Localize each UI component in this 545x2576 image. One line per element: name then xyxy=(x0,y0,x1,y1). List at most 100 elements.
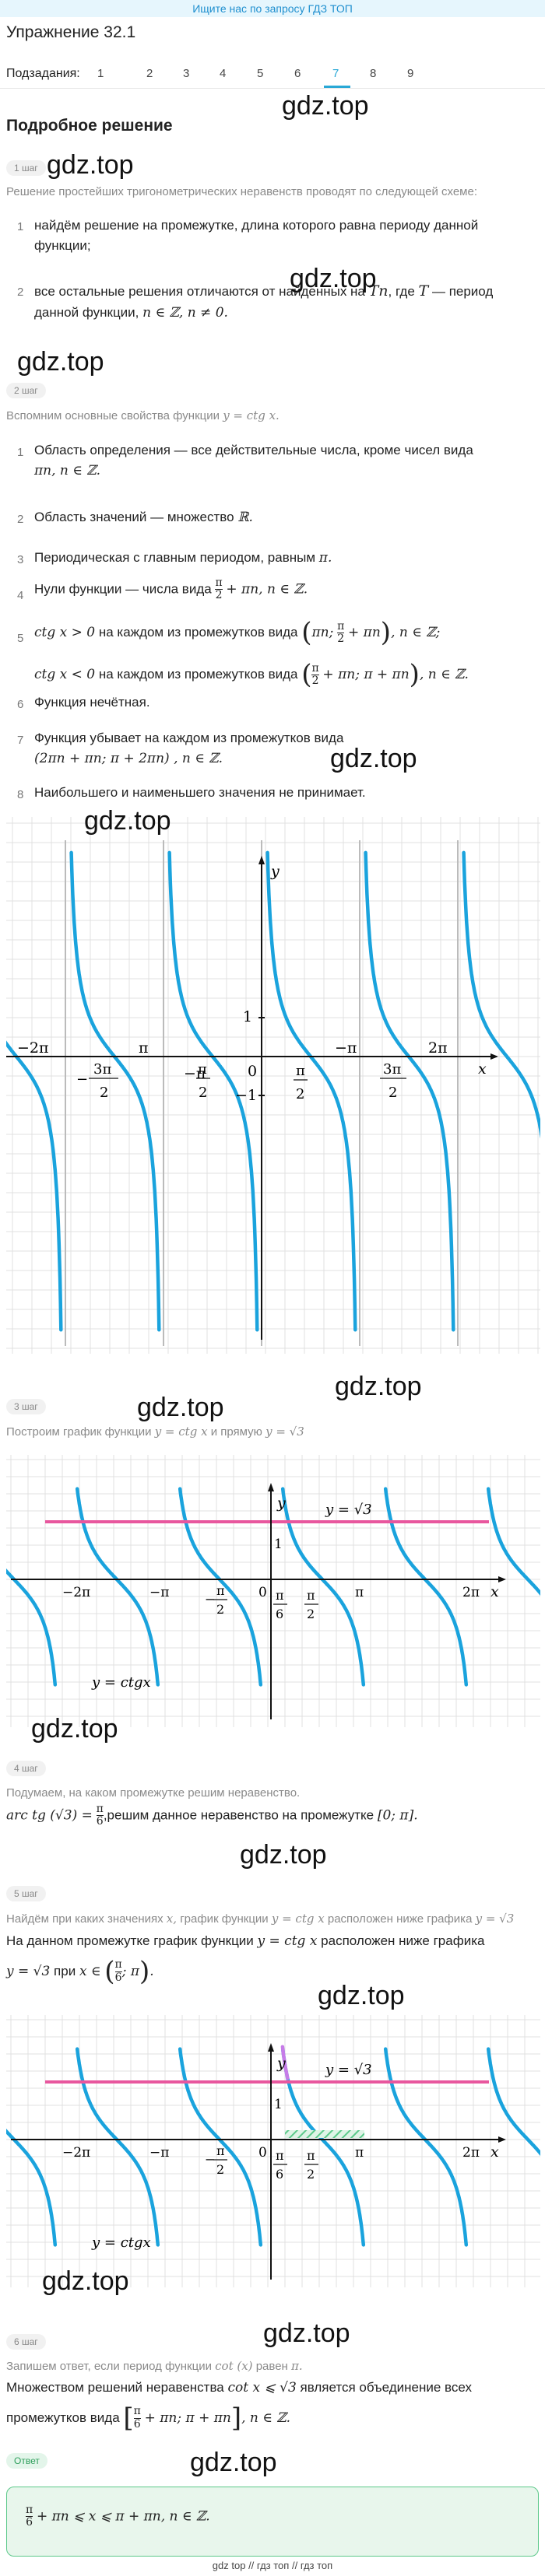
tick-label: 0 xyxy=(248,1063,257,1080)
tab-8[interactable]: 8 xyxy=(370,67,377,80)
cot-branch xyxy=(486,1487,540,1596)
banner-text[interactable]: Ищите нас по запросу ГДЗ ТОП xyxy=(192,2,353,15)
list-number: 5 xyxy=(17,632,24,645)
x-axis-label: x xyxy=(490,1583,499,1600)
svg-text:−: − xyxy=(205,2152,215,2167)
y-axis-label: y xyxy=(270,863,280,880)
cot-branch xyxy=(178,2047,263,2247)
list-number: 4 xyxy=(17,589,24,602)
footer-link[interactable]: гдз топ xyxy=(256,2560,290,2571)
y-axis-label: y xyxy=(276,1495,286,1512)
watermark: gdz.top xyxy=(42,2266,129,2296)
watermark: gdz.top xyxy=(335,1372,422,1401)
svg-text:2: 2 xyxy=(307,1607,315,1621)
cot-branch xyxy=(75,1487,160,1687)
tick-label: 2π xyxy=(462,2145,480,2161)
cot-branch xyxy=(280,2047,366,2247)
tick-label: −2π xyxy=(62,1585,90,1600)
list-number: 1 xyxy=(17,220,24,233)
tick-label: π xyxy=(216,2143,225,2158)
tick-label: 1 xyxy=(274,2097,283,2112)
footer-link[interactable]: гдз топ xyxy=(300,2560,333,2571)
step-1-item-2: все остальные решения отличаются от найд… xyxy=(34,282,494,321)
list-number: 6 xyxy=(17,698,24,711)
svg-text:6: 6 xyxy=(276,1607,283,1621)
tick-label: −2π xyxy=(62,2145,90,2161)
step-2-note: Вспомним основные свойства функции y = c… xyxy=(6,408,280,422)
cot-branch xyxy=(6,1040,63,1332)
step-3-chip: 3 шаг xyxy=(6,1399,46,1414)
svg-text:2: 2 xyxy=(100,1085,108,1101)
page-title: Упражнение 32.1 xyxy=(6,23,136,41)
tick-label: π xyxy=(276,1588,284,1603)
cot-branch xyxy=(265,850,357,1332)
footer-links: gdz top // гдз топ // гдз топ xyxy=(212,2560,333,2571)
search-banner[interactable]: Ищите нас по запросу ГДЗ ТОП xyxy=(0,0,545,17)
highlighted-branch xyxy=(280,2045,290,2080)
watermark: gdz.top xyxy=(137,1393,224,1422)
step-4-note: Подумаем, на каком промежутке решим нера… xyxy=(6,1786,301,1800)
line-label: y = √3 xyxy=(325,1502,372,1518)
tick-label: π xyxy=(276,2148,284,2163)
cot-branch xyxy=(167,850,259,1332)
svg-text:2: 2 xyxy=(216,2162,224,2177)
tick-label: π xyxy=(296,1063,305,1079)
active-tab-underline xyxy=(324,86,350,88)
svg-text:−: − xyxy=(76,1071,88,1088)
step-2-chip: 2 шаг xyxy=(6,383,46,398)
list-number: 2 xyxy=(17,286,24,299)
cot-branch xyxy=(383,1487,469,1687)
step-1-note: Решение простейших тригонометрических не… xyxy=(6,185,477,198)
step-5-chip: 5 шаг xyxy=(6,1886,46,1901)
watermark: gdz.top xyxy=(263,2318,350,2348)
tab-6[interactable]: 6 xyxy=(294,67,301,80)
step-6-note: Запишем ответ, если период функции cot (… xyxy=(6,2359,303,2373)
step-2-item-2: Область значений — множество ℝ. xyxy=(34,510,253,525)
tick-label: π xyxy=(355,2145,364,2161)
tab-1[interactable]: 1 xyxy=(97,67,104,80)
cot-branch xyxy=(280,1487,366,1687)
step-2-item-5a: ctg x > 0 на каждом из промежутков вида … xyxy=(34,617,441,648)
svg-text:2: 2 xyxy=(216,1602,224,1617)
watermark: gdz.top xyxy=(282,91,369,121)
solution-hatch xyxy=(285,2130,364,2138)
tick-label: π xyxy=(307,2148,315,2163)
list-number: 8 xyxy=(17,788,24,801)
tab-2[interactable]: 2 xyxy=(146,67,153,80)
svg-text:2: 2 xyxy=(307,2167,315,2182)
tick-label: −π xyxy=(335,1039,357,1057)
line-label: y = √3 xyxy=(325,2062,372,2078)
cotangent-graph: y x 1 −1 0 −2π π 3π 2 − −π π 2 π 2 −π 3π… xyxy=(6,817,540,1354)
cot-sqrt3-graph: y x y = √3 y = ctgx 1 0 −2π −π π 2 − π 6… xyxy=(6,1455,540,1727)
svg-text:2: 2 xyxy=(389,1085,397,1101)
watermark: gdz.top xyxy=(318,1981,405,2010)
tick-label: π xyxy=(198,1061,207,1078)
tab-4[interactable]: 4 xyxy=(220,67,227,80)
tab-5[interactable]: 5 xyxy=(257,67,264,80)
step-4-text: arc tg (√3) = π 6 ,решим данное неравенств… xyxy=(6,1803,418,1828)
tab-7-active[interactable]: 7 xyxy=(332,67,339,80)
tab-3[interactable]: 3 xyxy=(183,67,190,80)
tick-label: −π xyxy=(149,1585,169,1600)
step-4-chip: 4 шаг xyxy=(6,1761,46,1776)
list-number: 1 xyxy=(17,446,24,459)
step-1-item-1: найдём решение на промежутке, длина кото… xyxy=(34,218,479,253)
x-axis-label: x xyxy=(490,2143,499,2161)
tick-label: π xyxy=(307,1588,315,1603)
step-6-chip: 6 шаг xyxy=(6,2334,46,2350)
tick-label: 2π xyxy=(462,1585,480,1600)
step-2-item-3: Периодическая с главным периодом, равным… xyxy=(34,550,332,566)
step-3-note: Построим график функции y = ctg x и прям… xyxy=(6,1425,304,1439)
watermark: gdz.top xyxy=(330,744,417,773)
cot-branch xyxy=(462,850,540,1139)
list-number: 2 xyxy=(17,513,24,526)
svg-text:2: 2 xyxy=(199,1085,207,1101)
solution-graph: y x y = √3 y = ctgx 1 0 −2π −π π 2 − π 6… xyxy=(6,2015,540,2287)
step-2-item-1: Область определения — все действительные… xyxy=(34,443,473,478)
list-number: 7 xyxy=(17,734,24,747)
footer-link[interactable]: gdz top xyxy=(212,2560,246,2571)
tab-9[interactable]: 9 xyxy=(407,67,414,80)
watermark: gdz.top xyxy=(84,806,171,836)
